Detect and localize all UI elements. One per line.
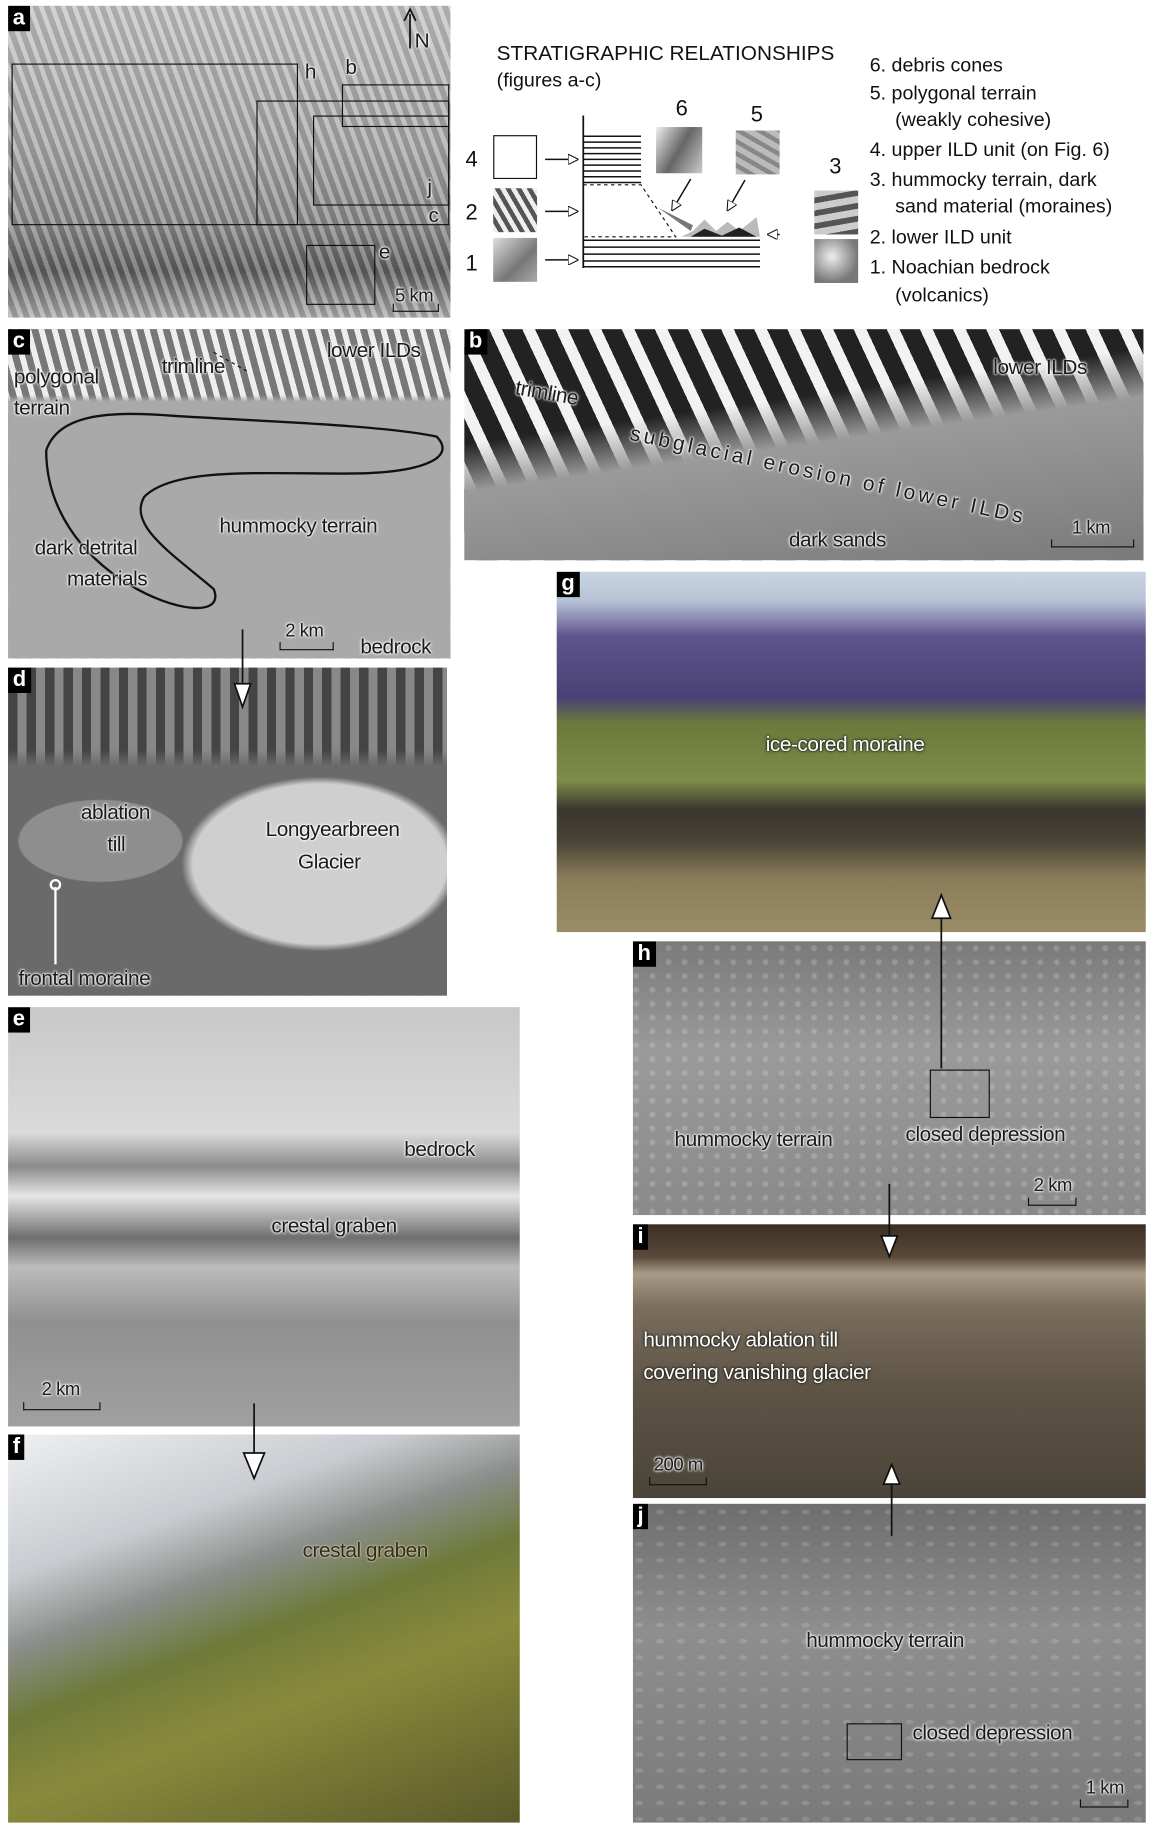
figure: a h b j c e N 5 km STRATIGRAPHIC RELATIO… xyxy=(0,0,1155,1823)
arrows xyxy=(0,0,1155,1823)
